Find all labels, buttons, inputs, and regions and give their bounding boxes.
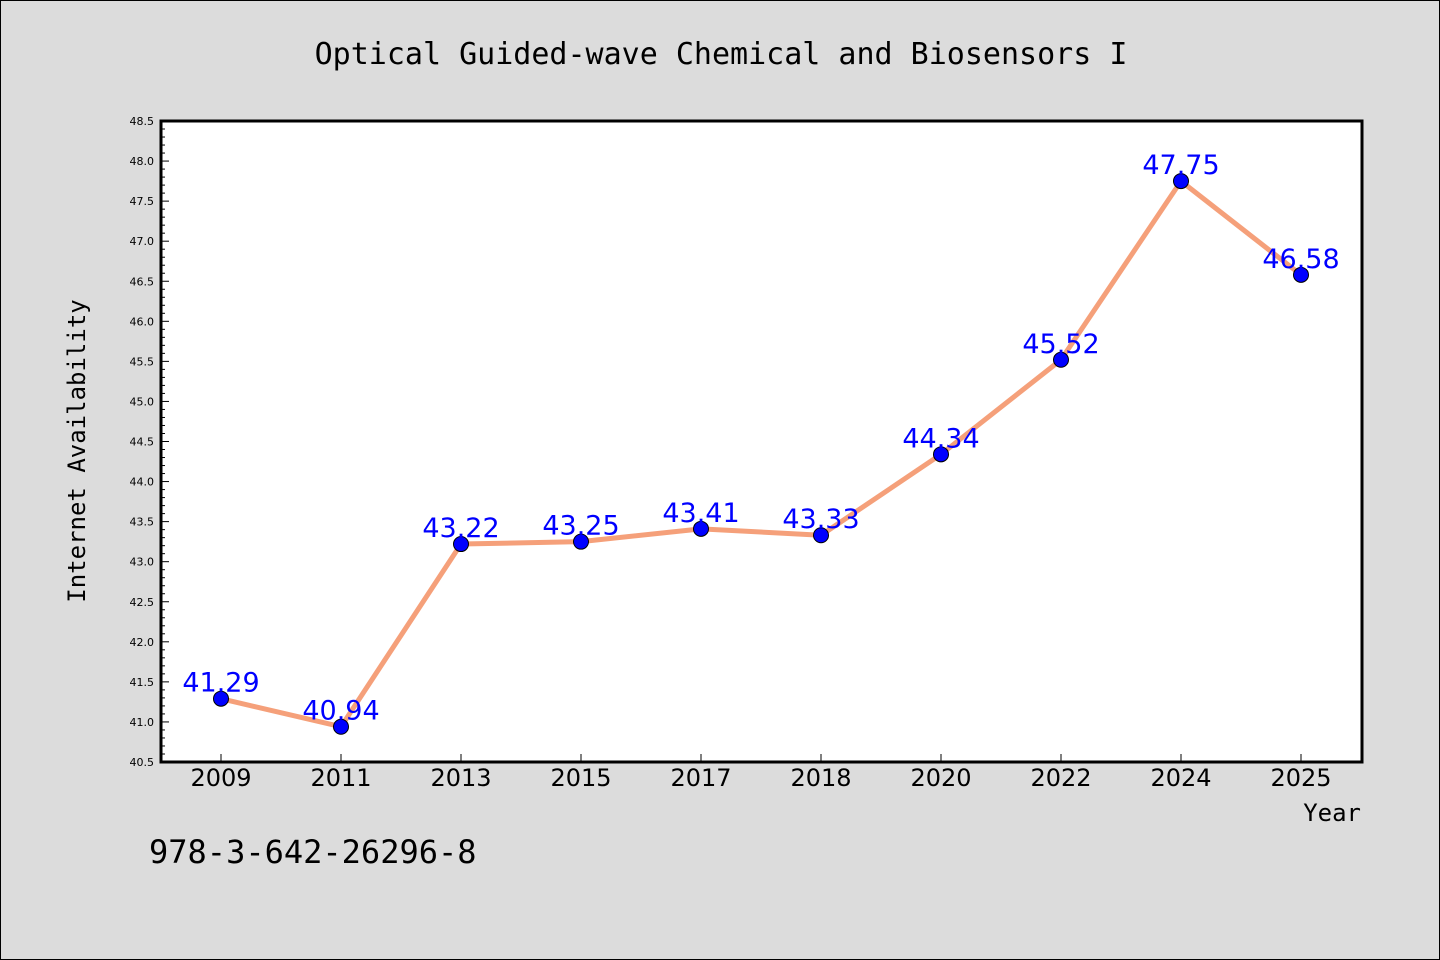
series-line bbox=[220, 178, 1303, 730]
y-tick-label: 46.5 bbox=[130, 275, 155, 288]
y-tick-label: 44.0 bbox=[130, 476, 155, 489]
y-tick-label: 45.0 bbox=[130, 395, 155, 408]
data-label: 46.58 bbox=[1262, 244, 1339, 275]
data-label: 43.22 bbox=[422, 513, 499, 544]
data-label: 44.34 bbox=[902, 423, 979, 454]
data-point bbox=[1173, 173, 1189, 190]
isbn-code: 978-3-642-26296-8 bbox=[149, 833, 477, 871]
x-tick-label: 2018 bbox=[790, 764, 851, 792]
y-tick-label: 42.5 bbox=[130, 596, 155, 609]
data-point bbox=[1293, 266, 1309, 283]
data-point bbox=[1053, 351, 1069, 368]
y-tick-label: 43.0 bbox=[130, 556, 155, 569]
data-label: 41.29 bbox=[182, 668, 259, 699]
x-axis: 2009 2011 2013 2015 2017 2018 2020 2022 2024 2025 bbox=[190, 754, 1332, 792]
y-axis-label: Internet Availability bbox=[63, 299, 91, 602]
y-tick-label: 47.0 bbox=[130, 235, 155, 248]
x-axis-label: Year bbox=[1303, 799, 1361, 827]
plot-area bbox=[161, 121, 1362, 762]
x-tick-label: 2009 bbox=[190, 764, 251, 792]
data-label: 43.33 bbox=[782, 504, 859, 535]
data-point bbox=[453, 536, 469, 553]
series-layer: 41.29 40.94 43.22 43.25 43.41 43.33 44.34 45.52… bbox=[182, 150, 1340, 735]
x-tick-label: 2013 bbox=[430, 764, 491, 792]
data-label: 43.41 bbox=[662, 498, 739, 529]
y-tick-label: 40.5 bbox=[130, 756, 155, 769]
x-tick-label: 2011 bbox=[310, 764, 371, 792]
data-point bbox=[693, 520, 709, 537]
x-tick-label: 2025 bbox=[1270, 764, 1331, 792]
data-label: 47.75 bbox=[1142, 150, 1219, 181]
y-tick-label: 44.5 bbox=[130, 436, 155, 449]
data-label: 43.25 bbox=[542, 511, 619, 542]
y-tick-label: 48.0 bbox=[130, 155, 155, 168]
y-tick-label: 45.5 bbox=[130, 355, 155, 368]
data-label: 40.94 bbox=[302, 696, 379, 727]
y-tick-label: 42.0 bbox=[130, 636, 155, 649]
chart-title: Optical Guided-wave Chemical and Biosens… bbox=[315, 37, 1128, 72]
x-tick-label: 2022 bbox=[1030, 764, 1091, 792]
data-point bbox=[933, 446, 949, 463]
y-tick-label: 47.5 bbox=[130, 195, 155, 208]
y-tick-label: 43.5 bbox=[130, 516, 155, 529]
x-tick-label: 2024 bbox=[1150, 764, 1211, 792]
y-tick-label: 41.5 bbox=[130, 676, 155, 689]
y-tick-label: 48.5 bbox=[130, 115, 155, 128]
y-tick-label: 46.0 bbox=[130, 315, 155, 328]
x-tick-label: 2017 bbox=[670, 764, 731, 792]
data-point bbox=[813, 527, 829, 544]
x-tick-label: 2020 bbox=[910, 764, 971, 792]
data-point bbox=[333, 718, 349, 735]
data-point bbox=[213, 690, 229, 707]
x-tick-label: 2015 bbox=[550, 764, 611, 792]
y-tick-label: 41.0 bbox=[130, 716, 155, 729]
data-label: 45.52 bbox=[1022, 329, 1099, 360]
plot-frame bbox=[159, 119, 1364, 764]
data-point bbox=[573, 533, 589, 550]
